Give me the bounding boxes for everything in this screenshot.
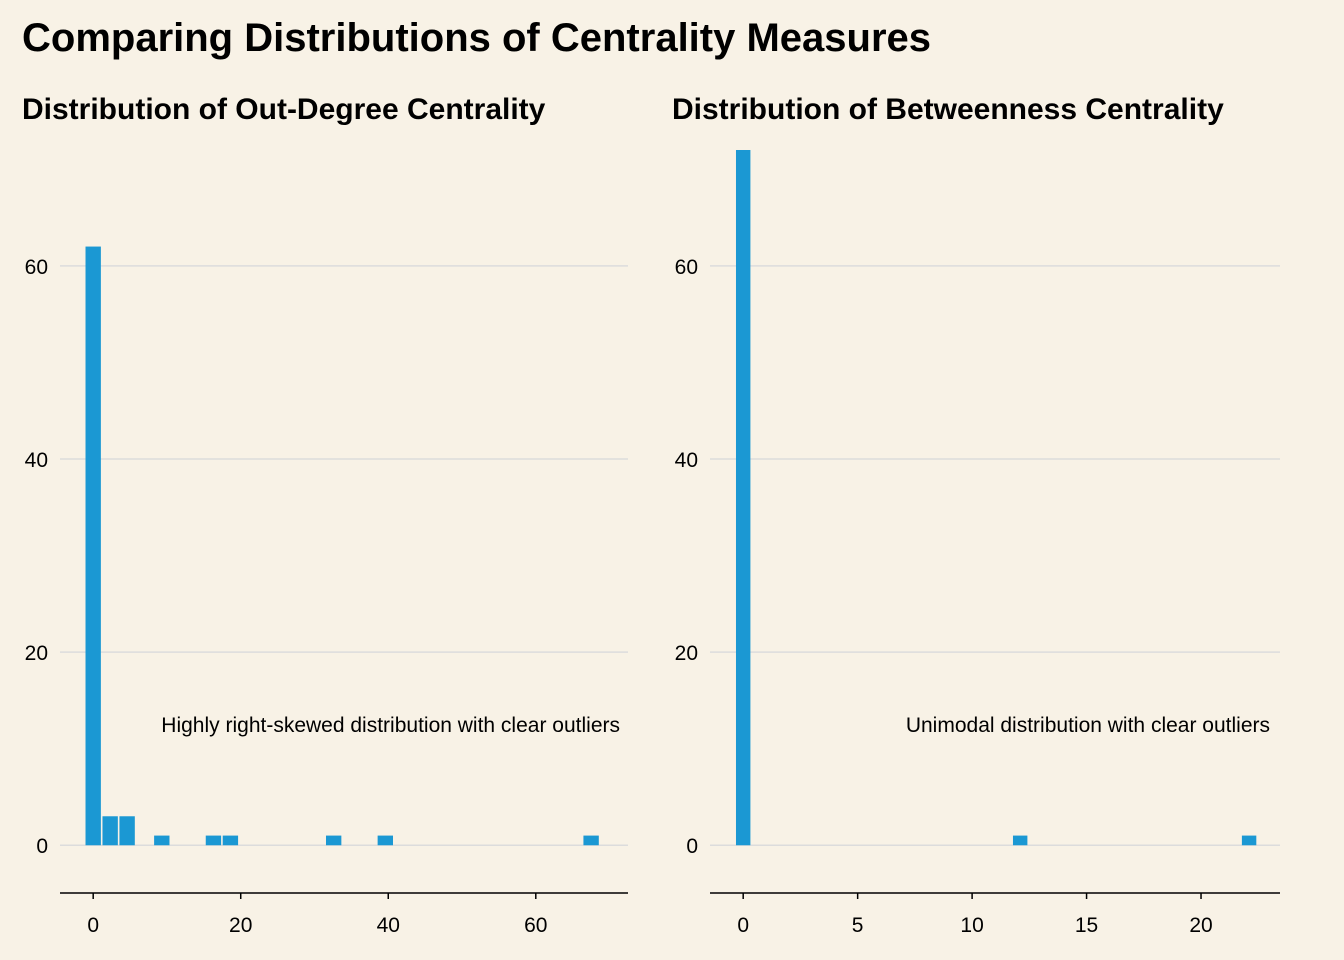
y-tick-label: 0: [686, 835, 698, 858]
y-tick-label: 40: [675, 449, 698, 472]
histogram-bar: [377, 835, 393, 846]
main-title: Comparing Distributions of Centrality Me…: [22, 16, 932, 60]
histogram-bar: [119, 816, 135, 846]
x-tick-label: 15: [1075, 914, 1098, 937]
betweenness-histogram: 0 20 40 60 0 5 10 15 20 Unimodal distribution wit…: [675, 150, 1280, 937]
histogram-bar: [1241, 835, 1257, 846]
histogram-bar: [1012, 835, 1028, 846]
histogram-bar: [102, 816, 118, 846]
chart-annotation: Unimodal distribution with clear outlier…: [906, 714, 1270, 737]
betweenness-panel: Distribution of Betweenness Centrality 0…: [650, 0, 1344, 960]
out-degree-chart-title: Distribution of Out-Degree Centrality: [22, 93, 546, 126]
y-tick-label: 0: [36, 835, 48, 858]
out-degree-histogram: 0 20 40 60 0 20 40 60 Highly right-skewed distri…: [25, 246, 628, 937]
histogram-bar: [583, 835, 599, 846]
y-tick-label: 60: [675, 256, 698, 279]
histogram-bar: [154, 835, 170, 846]
x-tick-label: 20: [1189, 914, 1212, 937]
x-tick-label: 40: [377, 914, 400, 937]
out-degree-panel: Distribution of Out-Degree Centrality 0 2…: [22, 93, 628, 937]
y-tick-label: 60: [25, 256, 48, 279]
betweenness-chart-title: Distribution of Betweenness Centrality: [672, 93, 1224, 126]
x-tick-label: 0: [87, 914, 99, 937]
x-tick-label: 5: [852, 914, 864, 937]
x-tick-label: 60: [524, 914, 547, 937]
x-tick-label: 20: [229, 914, 252, 937]
chart-annotation: Highly right-skewed distribution with cl…: [161, 714, 620, 737]
histogram-bar: [85, 246, 101, 846]
y-tick-label: 20: [675, 642, 698, 665]
x-tick-label: 0: [737, 914, 749, 937]
y-tick-label: 40: [25, 449, 48, 472]
x-tick-label: 10: [960, 914, 983, 937]
y-tick-label: 20: [25, 642, 48, 665]
histogram-bar: [222, 835, 239, 846]
histogram-bar: [205, 835, 222, 846]
histogram-bar: [325, 835, 342, 846]
histogram-bar: [735, 150, 751, 846]
